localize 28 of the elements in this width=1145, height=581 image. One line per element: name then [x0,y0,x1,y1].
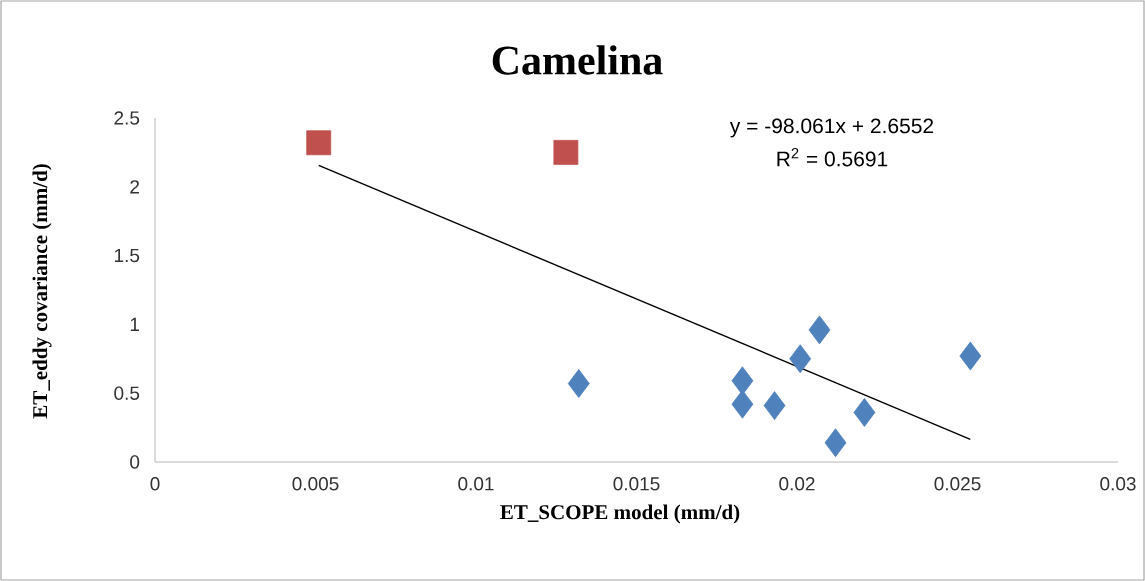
y-tick-label: 0 [130,455,140,469]
y-tick-label: 1.5 [114,248,140,263]
chart-title: Camelina [492,45,663,75]
x-tick-label: 0.015 [613,477,660,491]
x-tick-label: 0.02 [779,477,815,491]
x-tick-label: 0 [150,477,160,491]
x-tick-label: 0.03 [1100,477,1136,491]
point [808,315,831,345]
point [824,428,847,458]
x-tick-label: 0.025 [934,477,981,491]
point [959,341,982,371]
annotation: y = -98.061x + 2.6552 [729,118,934,138]
x-axis-title: ET_SCOPE model (mm/d) [500,504,740,524]
y-tick-label: 2.5 [114,111,140,125]
point [731,389,754,419]
x-tick-label: 0.005 [292,477,339,491]
annotation: R$^{2}$ = 0.5691 [777,148,888,167]
y-tick-label: 1 [130,317,139,331]
point [789,344,812,374]
point [853,398,876,427]
y-axis-title: ET_eddy covariance (mm/d) [32,164,52,419]
point [763,391,786,420]
x-tick-label: 0.01 [458,477,494,491]
point [553,139,579,165]
point [567,369,590,398]
y-tick-label: 0.5 [114,386,140,400]
y-tick-label: 2 [130,180,139,194]
point [306,130,332,156]
